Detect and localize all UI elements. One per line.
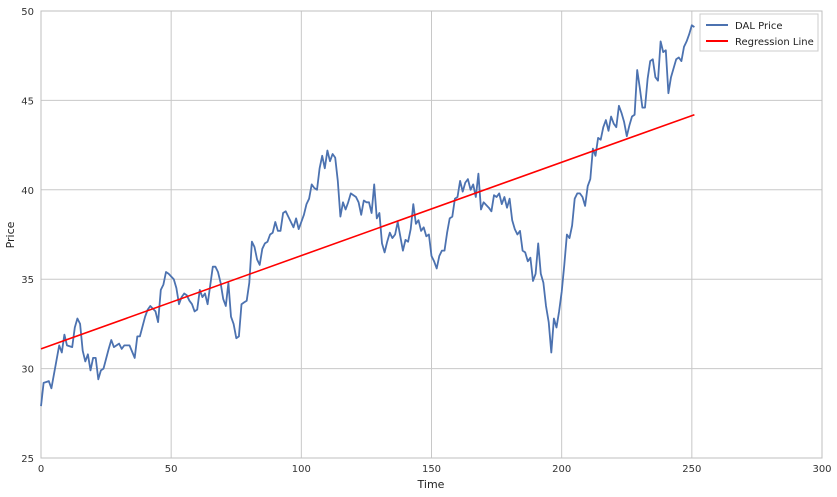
x-tick-label: 250	[682, 464, 701, 475]
x-tick-label: 100	[292, 464, 311, 475]
series-regression-line	[40, 113, 695, 350]
legend-box	[699, 13, 819, 52]
plot-frame	[40, 10, 823, 459]
x-tick-label: 300	[812, 464, 831, 475]
y-axis-label: Price	[4, 221, 17, 248]
legend: DAL Price Regression Line	[699, 13, 819, 52]
tick-labels: 0 50 100 150 200 250 300 25 30 35 40 45 50	[21, 7, 831, 475]
x-tick-label: 200	[552, 464, 571, 475]
x-tick-label: 150	[422, 464, 441, 475]
legend-label-dal-price: DAL Price	[735, 21, 783, 32]
y-tick-label: 45	[21, 96, 34, 107]
y-tick-label: 30	[21, 365, 34, 376]
grid	[40, 10, 823, 459]
x-tick-label: 50	[165, 464, 178, 475]
y-tick-label: 35	[21, 275, 34, 286]
y-tick-label: 25	[21, 454, 34, 465]
x-tick-label: 0	[38, 464, 44, 475]
y-tick-label: 50	[21, 7, 34, 18]
series-dal-price-line	[40, 24, 695, 407]
series-group	[40, 24, 695, 407]
legend-label-regression: Regression Line	[735, 37, 814, 48]
x-axis-label: Time	[417, 478, 445, 491]
y-tick-label: 40	[21, 186, 34, 197]
